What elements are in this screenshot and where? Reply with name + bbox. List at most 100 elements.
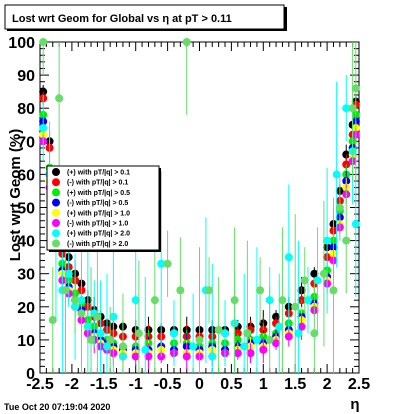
y-tick-label: 80	[17, 101, 35, 118]
data-point	[332, 170, 341, 179]
data-point	[240, 342, 249, 351]
data-point	[134, 329, 143, 338]
data-point	[256, 286, 265, 295]
legend-marker	[52, 198, 60, 207]
y-axis: 0 10 20 30 40 50 60 70 80 90 100	[8, 35, 359, 383]
data-point	[55, 94, 64, 103]
data-point	[335, 203, 344, 212]
data-point	[233, 349, 242, 358]
x-tick-label: -2.5	[26, 376, 54, 393]
data-point	[48, 316, 57, 325]
data-point	[208, 352, 217, 361]
data-point	[265, 335, 274, 344]
data-point	[342, 236, 351, 245]
data-point	[182, 352, 191, 361]
y-tick-label: 0	[26, 366, 35, 383]
data-point	[294, 329, 303, 338]
data-point	[195, 335, 204, 344]
data-point	[157, 259, 166, 268]
timestamp: Tue Oct 20 07:19:04 2020	[4, 402, 110, 412]
series-7	[39, 38, 360, 373]
x-tick-label: -2	[65, 376, 79, 393]
data-point	[313, 276, 322, 285]
data-point	[182, 38, 191, 46]
data-point	[96, 329, 105, 338]
data-point	[351, 84, 360, 93]
data-point	[243, 329, 252, 338]
data-point	[205, 286, 214, 295]
data-point	[39, 38, 48, 46]
legend-label: (-) with pT/|q| > 1.0	[67, 221, 128, 228]
data-point	[64, 269, 73, 278]
legend-marker	[52, 178, 60, 187]
x-tick-label: 0	[195, 376, 204, 393]
data-point	[310, 329, 319, 338]
legend-marker	[52, 168, 60, 176]
data-point	[221, 329, 230, 338]
x-tick-label: -0.5	[154, 376, 182, 393]
y-tick-label: 10	[17, 333, 35, 350]
legend-label: (-) with pT/|q| > 0.1	[67, 180, 128, 187]
data-point	[214, 325, 223, 334]
legend-marker	[52, 239, 60, 248]
data-point	[342, 104, 351, 113]
data-point	[150, 296, 159, 305]
chart-title-box: Lost wrt Geom for Global vs η at pT > 0.…	[4, 4, 287, 31]
data-point	[291, 302, 300, 311]
legend: (+) with pT/|q| > 0.1 (-) with pT/|q| > 0…	[46, 165, 161, 252]
data-point	[259, 345, 268, 354]
y-tick-label: 60	[17, 167, 35, 184]
data-point	[300, 276, 309, 285]
y-tick-label: 50	[17, 201, 35, 218]
x-tick-label: 2.5	[348, 376, 370, 393]
data-point	[303, 296, 312, 305]
y-tick-label: 30	[17, 267, 35, 284]
data-point	[141, 345, 150, 354]
y-tick-label: 100	[8, 35, 35, 52]
legend-label: (-) with pT/|q| > 0.5	[67, 200, 128, 207]
chart-title: Lost wrt Geom for Global vs η at pT > 0.…	[12, 13, 232, 25]
legend-label: (+) with pT/|q| > 1.0	[67, 210, 130, 217]
x-tick-label: 0.5	[220, 376, 242, 393]
data-point	[93, 312, 102, 321]
x-axis: -2.5 -2 -1.5 -1 -0.5 0 0.5 1 1.5 2 2.5	[26, 42, 370, 393]
data-point	[102, 342, 111, 351]
data-point	[163, 259, 172, 268]
x-tick-label: 1.5	[284, 376, 306, 393]
data-point	[189, 342, 198, 351]
data-series	[39, 38, 360, 373]
data-point	[106, 335, 115, 344]
data-point	[169, 329, 178, 338]
data-point	[278, 296, 287, 305]
data-point	[275, 322, 284, 331]
x-tick-label: 1	[259, 376, 268, 393]
data-point	[87, 335, 96, 344]
data-point	[144, 352, 153, 361]
x-tick-label: -1.5	[90, 376, 118, 393]
data-point	[284, 253, 293, 262]
data-point	[131, 352, 140, 361]
data-point	[351, 220, 360, 229]
legend-label: (+) with pT/|q| > 0.5	[67, 190, 130, 197]
data-point	[176, 286, 185, 295]
data-point	[323, 236, 332, 245]
y-tick-label: 20	[17, 300, 35, 317]
y-tick-label: 40	[17, 234, 35, 251]
legend-marker	[52, 219, 60, 227]
x-axis-title: η	[350, 396, 359, 413]
data-point	[109, 312, 118, 321]
legend-label: (+) with pT/|q| > 0.1	[67, 170, 130, 177]
x-tick-label: 2	[323, 376, 332, 393]
legend-marker	[52, 188, 60, 197]
y-tick-label: 70	[17, 134, 35, 151]
data-point	[71, 296, 80, 305]
data-point	[77, 309, 86, 318]
data-point	[319, 269, 328, 278]
data-point	[329, 286, 338, 295]
data-point	[310, 269, 319, 278]
data-point	[83, 322, 92, 331]
legend-marker	[52, 229, 60, 238]
legend-marker	[52, 208, 60, 217]
data-point	[297, 322, 306, 331]
